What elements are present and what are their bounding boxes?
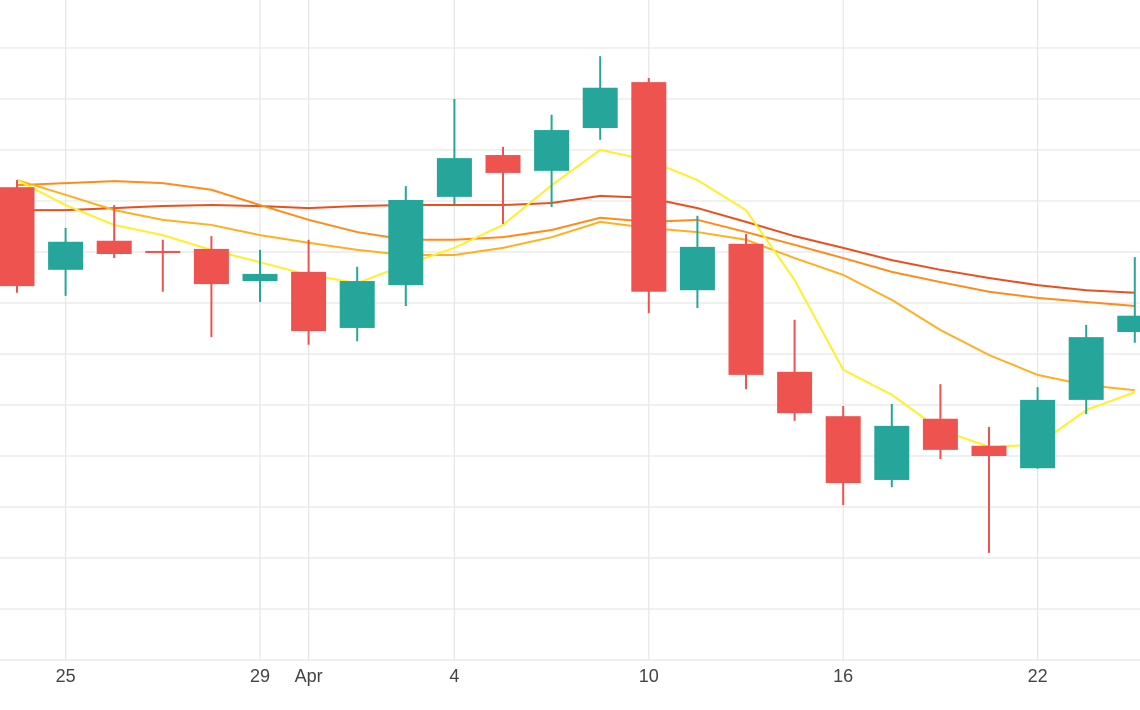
x-tick-label: 4	[449, 666, 459, 686]
candle-body	[534, 130, 570, 171]
candle-body	[485, 155, 521, 173]
candle-body	[874, 425, 910, 480]
candle-body	[0, 187, 35, 287]
candle-body	[1117, 315, 1140, 333]
candle-body	[193, 248, 229, 285]
candle-body	[679, 246, 715, 291]
candle-body	[242, 273, 278, 282]
x-tick-label: 29	[250, 666, 270, 686]
candle-body	[145, 250, 181, 253]
x-tick-label: 10	[639, 666, 659, 686]
x-tick-label: Apr	[295, 666, 323, 686]
candle-body	[825, 416, 861, 484]
candle-body	[48, 241, 84, 270]
moving-average-line	[16, 179, 1135, 392]
moving-average-line	[17, 194, 1135, 294]
candle-body	[971, 445, 1007, 456]
candle-body	[436, 158, 472, 197]
moving-average-line	[16, 180, 1135, 308]
candle-body	[777, 371, 813, 414]
candle-body	[728, 243, 764, 375]
candle-body	[1068, 337, 1104, 400]
candle-body	[922, 418, 958, 450]
candle-body	[96, 240, 132, 255]
x-tick-label: 16	[833, 666, 853, 686]
x-tick-label: 25	[56, 666, 76, 686]
candle-body	[291, 271, 327, 332]
candle-body	[582, 87, 618, 129]
moving-average-line	[16, 148, 1136, 448]
x-tick-label: 22	[1028, 666, 1048, 686]
candle-body	[388, 199, 424, 286]
candle-body	[339, 281, 375, 328]
candle-body	[1020, 399, 1056, 469]
candle-body	[631, 82, 667, 292]
